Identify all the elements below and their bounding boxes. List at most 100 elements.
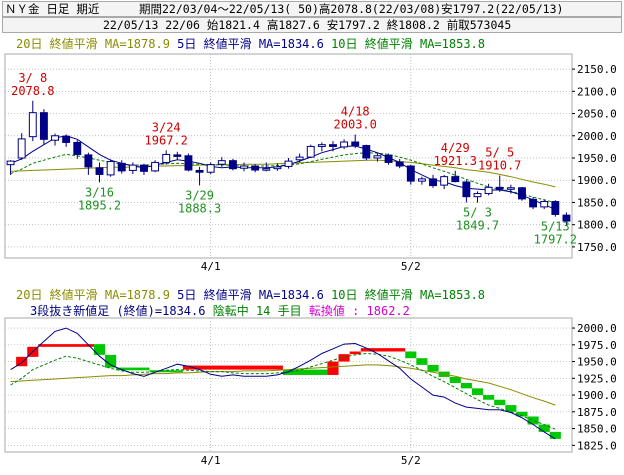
brick-down [116, 367, 150, 371]
candle-up [484, 186, 493, 195]
candle-up [17, 138, 26, 159]
high-value-label: 1921.3 [434, 154, 477, 168]
brick-up [338, 354, 350, 362]
header-ohlc-line: 22/05/13 22/06 始1821.4 高1827.6 安1797.2 終… [2, 17, 622, 33]
top-ytick-label: 1900.0 [577, 174, 617, 187]
candle-down [195, 169, 204, 173]
top-legend: 20日 終値平滑 MA=1878.9 5日 終値平滑 MA=1834.6 10日… [16, 36, 485, 51]
bottom-ma10-line [10, 352, 556, 430]
candle-up [151, 161, 160, 172]
candle-down [173, 154, 182, 157]
bottom-ytick-label: 1875.0 [577, 406, 617, 419]
high-date-label: 4/18 [341, 104, 370, 118]
candle-down [429, 178, 437, 187]
candle-up [417, 178, 426, 182]
header-summary-line: ＮＹ金 日足 期近 期間22/03/04～22/05/13( 50)高2078.… [2, 1, 622, 17]
low-value-label: 1895.2 [78, 198, 121, 212]
candle-up [128, 164, 137, 171]
top-ytick-label: 2050.0 [577, 108, 617, 121]
brick-down [282, 369, 328, 375]
candle-down [95, 167, 104, 175]
break-status-part: 3段抜き新値足 (終値)=1834.6 [30, 303, 205, 318]
bottom-legend-item: 5日 終値平滑 MA=1834.6 [170, 287, 324, 302]
candle-down [384, 154, 393, 163]
high-date-label: 4/29 [441, 141, 470, 155]
bottom-ytick-label: 1975.0 [577, 339, 617, 352]
candle-down [62, 135, 71, 143]
brick-down [460, 382, 472, 389]
chart-header: ＮＹ金 日足 期近 期間22/03/04～22/05/13( 50)高2078.… [0, 0, 624, 33]
candle-down [140, 164, 148, 172]
brick-down [449, 376, 461, 383]
brick-down [516, 411, 528, 417]
brick-down [471, 388, 484, 396]
candle-down [351, 141, 360, 147]
candle-up [262, 168, 271, 171]
candle-up [273, 166, 282, 170]
candle-up [306, 145, 315, 158]
low-date-label: 5/ 3 [463, 206, 492, 220]
instrument-title: ＮＹ金 日足 期近 [5, 2, 100, 16]
low-value-label: 1888.3 [178, 201, 221, 215]
bottom-legend-item: 20日 終値平滑 MA=1878.9 [16, 287, 170, 302]
brick-down [505, 405, 517, 412]
top-xtick-label: 5/2 [401, 260, 421, 273]
bottom-xtick-label: 5/2 [401, 454, 421, 467]
brick-down [105, 354, 117, 368]
candle-up [162, 153, 171, 163]
period-summary: 期間22/03/04～22/05/13( 50)高2078.8(22/03/08… [139, 2, 564, 16]
candle-down [117, 162, 126, 172]
candle-down [495, 186, 504, 190]
top-ytick-label: 1950.0 [577, 152, 617, 165]
candle-down [529, 198, 538, 208]
candle-up [540, 201, 549, 208]
candle-up [217, 160, 226, 165]
bottom-ytick-label: 1925.0 [577, 372, 617, 385]
brick-down [494, 399, 506, 406]
low-value-label: 1797.2 [534, 233, 577, 247]
brick-down [93, 344, 106, 355]
high-date-label: 3/ 8 [18, 71, 47, 85]
candle-down [362, 145, 371, 159]
break-status-line: 3段抜き新値足 (終値)=1834.6 陰転中 14 手目 転換値 : 1862… [30, 303, 410, 318]
high-date-label: 3/24 [152, 120, 181, 134]
candle-down [462, 181, 471, 198]
candle-up [373, 155, 382, 159]
brick-down [527, 416, 539, 425]
bottom-ma20-line [10, 364, 556, 406]
candle-up [28, 112, 37, 138]
candle-down [329, 144, 337, 147]
low-value-label: 1849.7 [456, 219, 499, 233]
bottom-legend: 20日 終値平滑 MA=1878.9 5日 終値平滑 MA=1834.6 10日… [16, 287, 485, 302]
top-legend-item: 10日 終値平滑 MA=1853.8 [324, 36, 485, 51]
high-value-label: 1967.2 [145, 133, 188, 147]
bottom-ytick-label: 1850.0 [577, 423, 617, 436]
top-ytick-label: 1850.0 [577, 196, 617, 209]
bottom-ytick-label: 2000.0 [577, 322, 617, 335]
candle-down [551, 201, 560, 215]
candle-up [51, 135, 59, 141]
high-value-label: 1910.7 [478, 158, 521, 172]
brick-down [427, 364, 439, 372]
bottom-plot-frame [4, 317, 573, 453]
top-ytick-label: 1800.0 [577, 219, 617, 232]
low-date-label: 3/16 [85, 185, 114, 199]
top-xtick-label: 4/1 [201, 260, 221, 273]
brick-down [149, 370, 183, 373]
low-date-label: 5/13 [541, 220, 570, 234]
brick-up [182, 365, 283, 370]
top-ytick-label: 2150.0 [577, 63, 617, 76]
brick-up [360, 348, 406, 352]
break-status-part: 14 手目 [249, 304, 302, 318]
brick-down [416, 358, 428, 365]
bottom-ytick-label: 1900.0 [577, 389, 617, 402]
break-status-part: 転換値 : 1862.2 [302, 303, 410, 318]
latest-ohlc: 22/05/13 22/06 始1821.4 高1827.6 安1797.2 終… [103, 18, 512, 32]
brick-down [538, 424, 550, 432]
candle-up [206, 164, 215, 173]
candle-up [506, 187, 515, 190]
bottom-ma5-line [10, 327, 556, 440]
top-ytick-label: 2100.0 [577, 85, 617, 98]
candle-down [184, 155, 193, 171]
